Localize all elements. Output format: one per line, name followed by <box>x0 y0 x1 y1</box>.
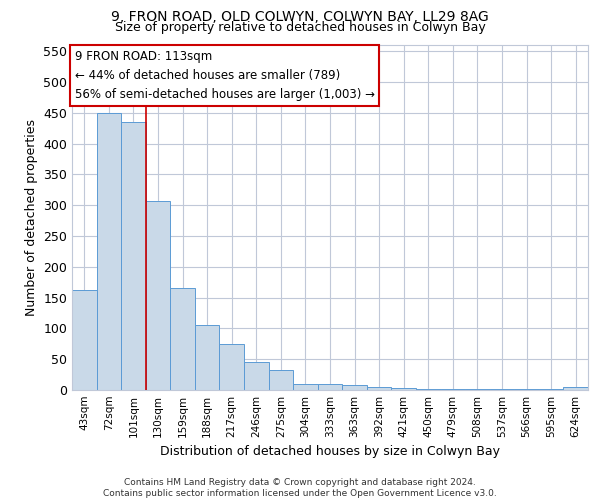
X-axis label: Distribution of detached houses by size in Colwyn Bay: Distribution of detached houses by size … <box>160 446 500 458</box>
Text: Size of property relative to detached houses in Colwyn Bay: Size of property relative to detached ho… <box>115 21 485 34</box>
Bar <box>416 389 440 390</box>
Text: Contains HM Land Registry data © Crown copyright and database right 2024.
Contai: Contains HM Land Registry data © Crown c… <box>103 478 497 498</box>
Bar <box>342 385 367 390</box>
Bar <box>440 389 465 390</box>
Bar <box>367 387 391 390</box>
Bar <box>465 389 490 390</box>
Bar <box>72 290 97 390</box>
Bar <box>220 344 244 390</box>
Bar <box>97 113 121 390</box>
Bar <box>146 202 170 390</box>
Text: 9, FRON ROAD, OLD COLWYN, COLWYN BAY, LL29 8AG: 9, FRON ROAD, OLD COLWYN, COLWYN BAY, LL… <box>111 10 489 24</box>
Bar <box>391 388 416 390</box>
Y-axis label: Number of detached properties: Number of detached properties <box>25 119 38 316</box>
Bar <box>318 384 342 390</box>
Bar <box>293 384 318 390</box>
Bar <box>121 122 146 390</box>
Bar <box>170 288 195 390</box>
Bar <box>269 370 293 390</box>
Bar <box>195 324 220 390</box>
Text: 9 FRON ROAD: 113sqm
← 44% of detached houses are smaller (789)
56% of semi-detac: 9 FRON ROAD: 113sqm ← 44% of detached ho… <box>74 50 374 101</box>
Bar <box>244 362 269 390</box>
Bar <box>563 387 588 390</box>
